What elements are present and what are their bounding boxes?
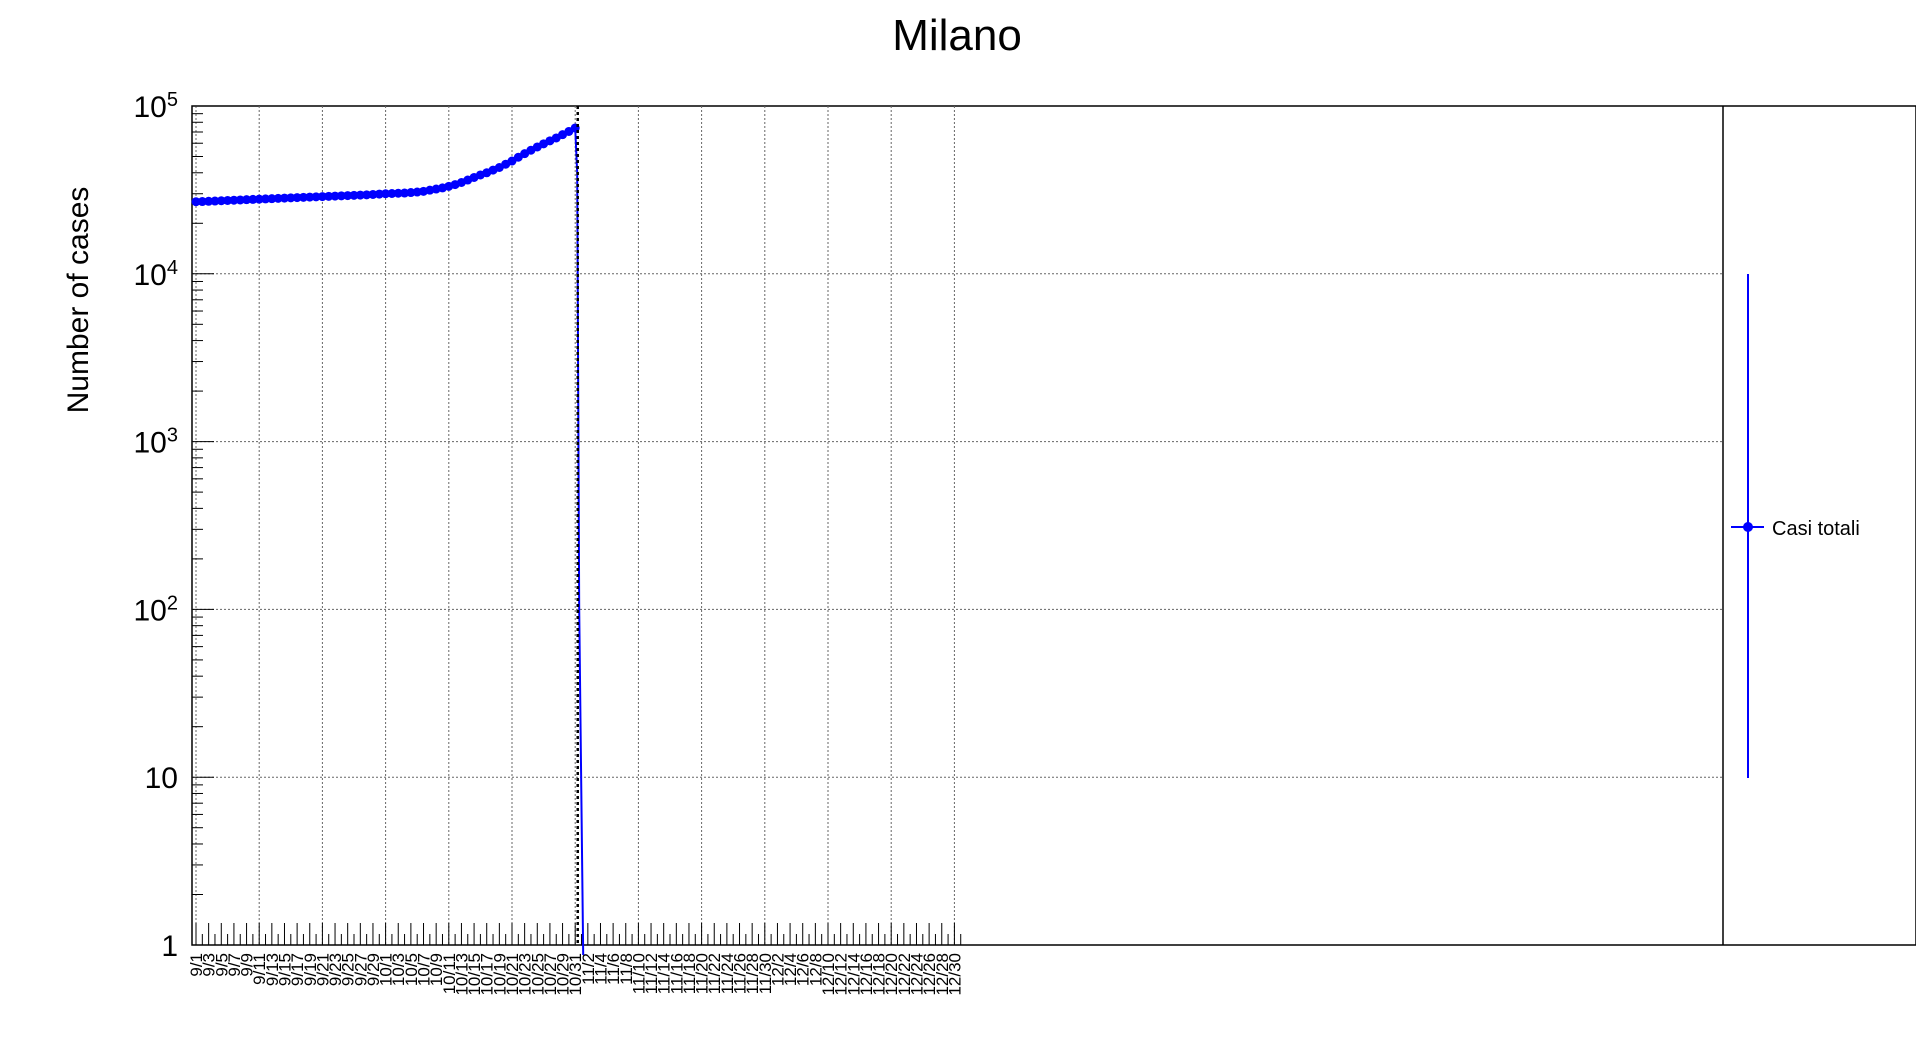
legend-entry-label: Casi totali — [1772, 518, 1860, 540]
legend-entry-marker — [1743, 522, 1753, 532]
series-line — [196, 128, 583, 955]
y-tick-label: 104 — [134, 257, 179, 292]
x-tick-label: 12/30 — [945, 953, 964, 996]
y-tick-label: 103 — [134, 425, 179, 460]
y-tick-label: 10 — [145, 762, 178, 795]
y-axis: 1 10 102 103 104 105 — [134, 89, 215, 963]
series-layer — [192, 123, 584, 955]
chart-title: Milano — [892, 11, 1022, 60]
y-tick-label: 105 — [134, 89, 179, 124]
y-axis-label: Number of cases — [62, 187, 95, 414]
legend: Casi totali — [1731, 274, 1860, 778]
plot-frame — [192, 106, 1916, 945]
grid-layer — [192, 106, 1723, 945]
y-tick-label: 102 — [134, 592, 179, 627]
y-tick-label: 1 — [161, 930, 178, 963]
x-axis: 9/19/39/59/79/99/119/139/159/179/199/219… — [187, 923, 964, 996]
